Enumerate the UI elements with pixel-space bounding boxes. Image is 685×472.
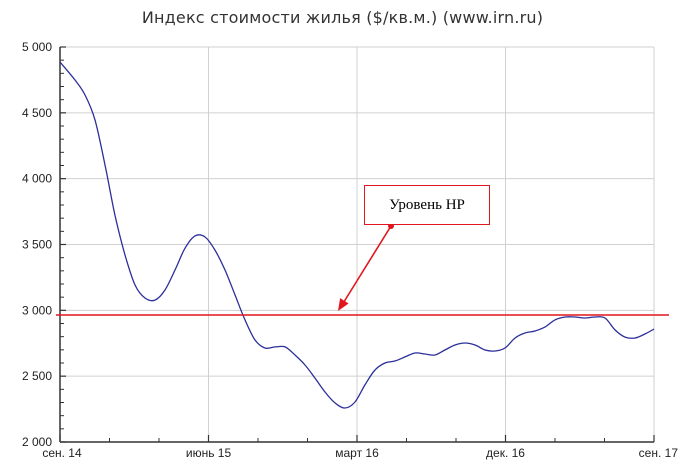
y-tick-label: 5 000 [22, 40, 52, 54]
x-tick-label: март 16 [335, 446, 379, 460]
y-tick-label: 3 000 [22, 303, 52, 317]
chart-title: Индекс стоимости жилья ($/кв.м.) (www.ir… [141, 8, 544, 27]
x-tick-label: сен. 17 [639, 446, 679, 460]
y-tick-label: 3 500 [22, 238, 52, 252]
y-axis-ticks: 2 000 2 500 3 000 3 500 4 000 4 500 5 000 [22, 40, 66, 449]
series-line [59, 61, 655, 409]
x-tick-label: дек. 16 [486, 446, 525, 460]
annotation-label: Уровень НР [389, 196, 465, 213]
annotation-arrow [338, 223, 394, 311]
x-axis-ticks: сен. 14 июнь 15 март 16 дек. 16 сен. 17 [42, 435, 678, 460]
x-tick-label: июнь 15 [186, 446, 232, 460]
x-tick-label: сен. 14 [42, 446, 82, 460]
y-tick-label: 4 000 [22, 172, 52, 186]
grid-lines [60, 46, 655, 442]
y-tick-label: 2 000 [22, 435, 52, 449]
annotation-box: Уровень НР [364, 185, 490, 225]
y-tick-label: 4 500 [22, 106, 52, 120]
arrow-head [338, 298, 349, 311]
y-tick-label: 2 500 [22, 369, 52, 383]
arrow-shaft [341, 225, 392, 306]
